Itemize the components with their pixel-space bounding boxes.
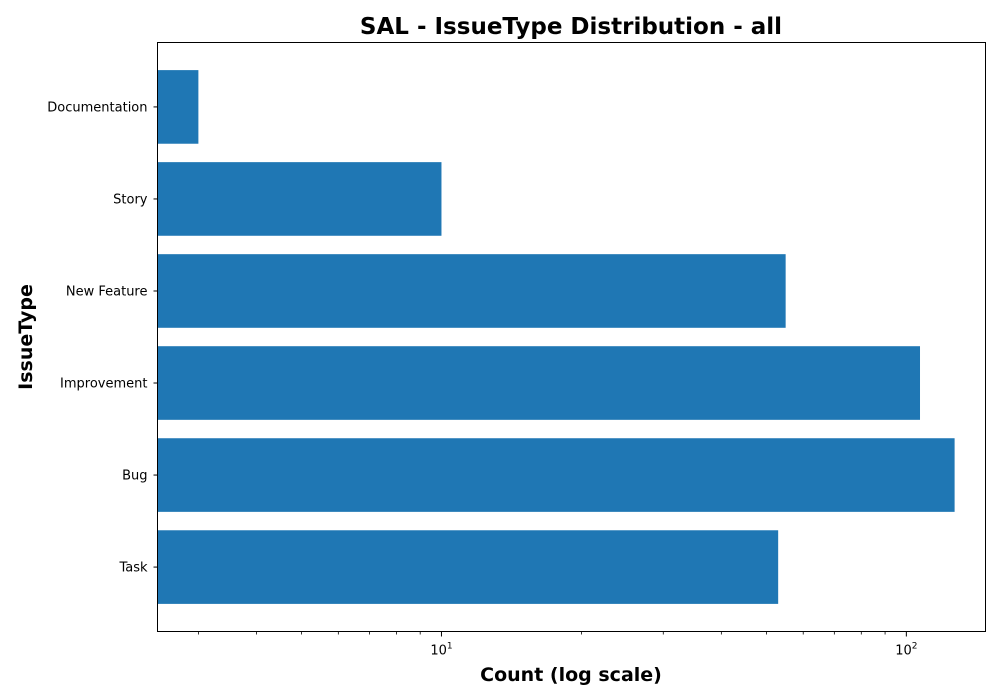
y-axis-label: IssueType: [15, 284, 37, 390]
bar-new-feature: [157, 254, 786, 328]
x-tick-label: 101: [430, 642, 452, 659]
bar-task: [157, 530, 779, 604]
y-ticks-group: Task Bug Improvement New Feature Story Docume…: [47, 100, 158, 576]
y-tick-label-task: Task: [118, 561, 148, 576]
y-tick-label-new-feature: New Feature: [66, 284, 148, 299]
y-tick-label-story: Story: [113, 192, 148, 207]
bar-bug: [157, 438, 955, 512]
y-tick-label-bug: Bug: [122, 469, 147, 484]
bar-documentation: [157, 70, 199, 144]
x-ticks-group: 101 102: [197, 631, 917, 659]
x-tick-label: 102: [895, 642, 917, 659]
chart-title: SAL - IssueType Distribution - all: [360, 14, 782, 40]
plot-frame: [157, 42, 986, 632]
bar-improvement: [157, 346, 921, 420]
bars-group: [157, 70, 955, 604]
y-tick-label-improvement: Improvement: [60, 377, 147, 392]
bar-story: [157, 162, 442, 236]
x-axis-label: Count (log scale): [480, 664, 662, 686]
y-tick-label-documentation: Documentation: [47, 100, 147, 115]
